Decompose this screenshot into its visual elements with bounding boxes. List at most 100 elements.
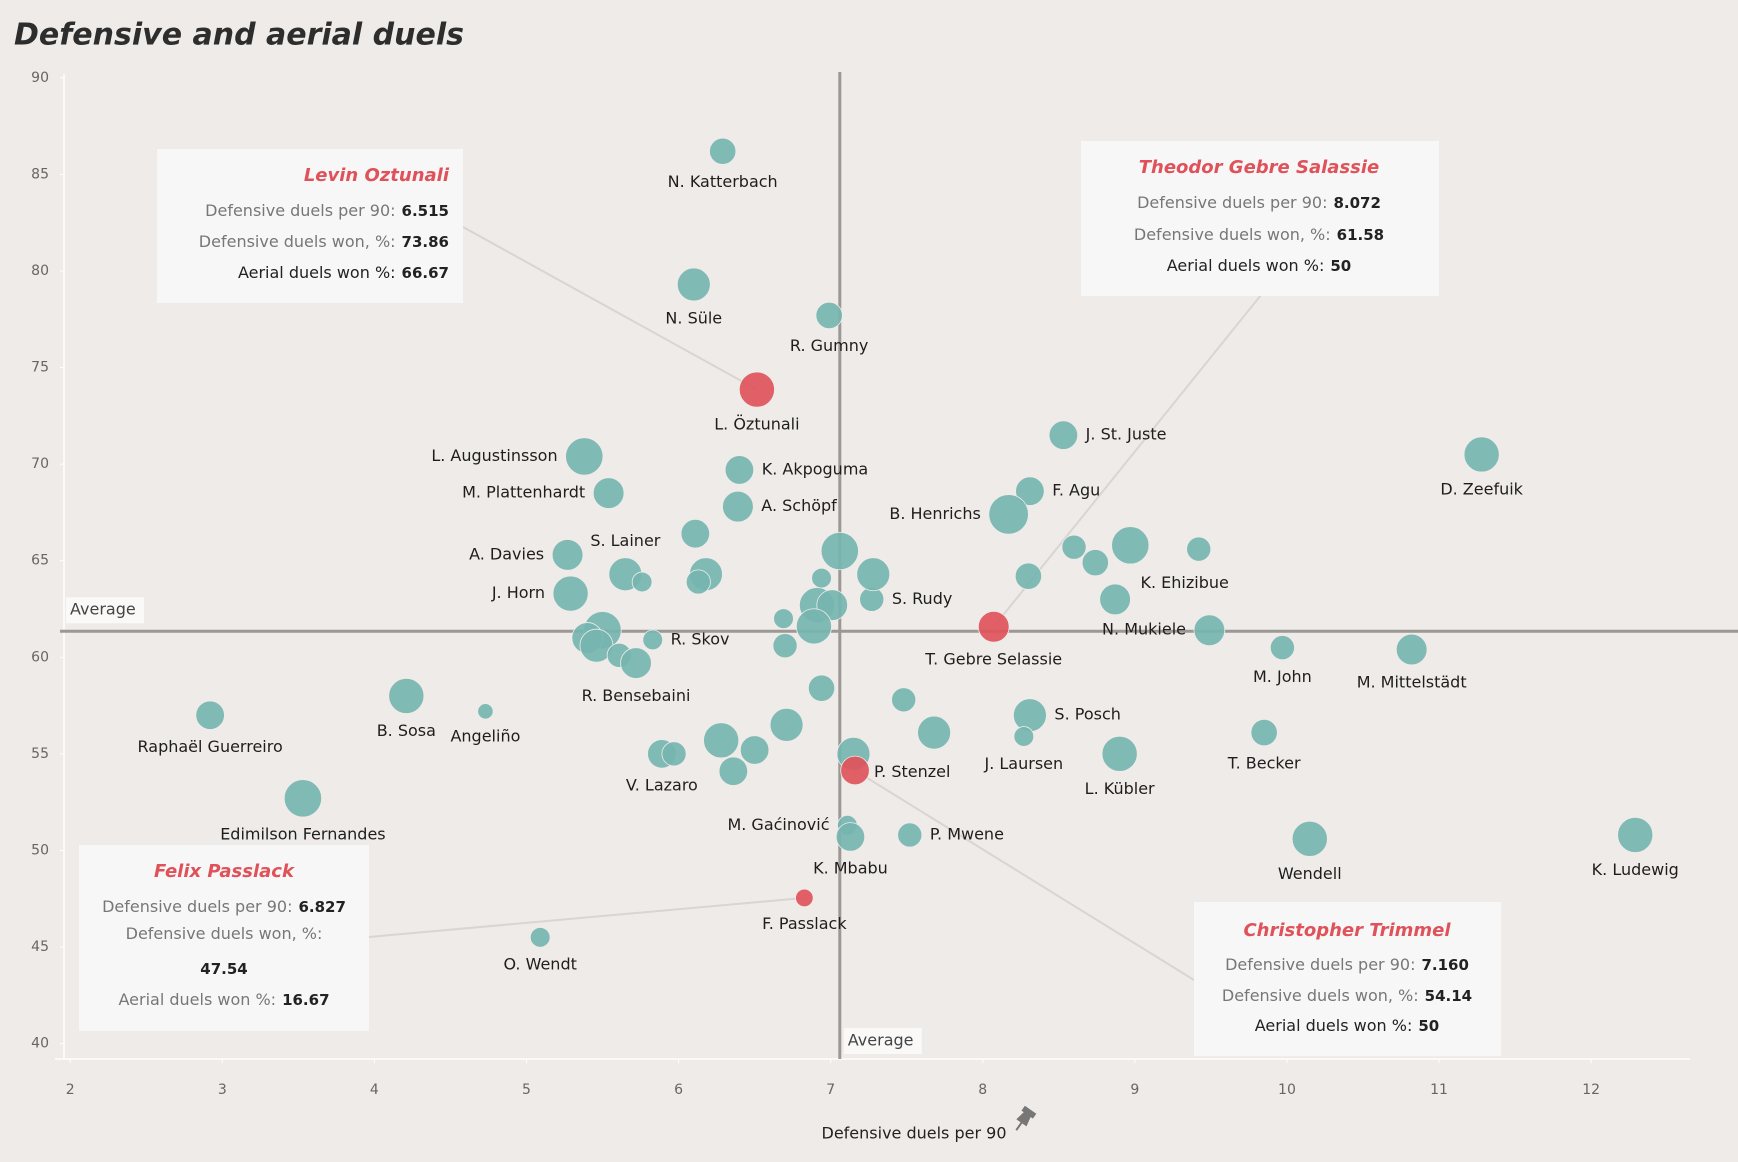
point-label: J. Horn [491, 583, 545, 602]
point [1193, 614, 1226, 647]
connector-line [462, 226, 758, 391]
point [529, 927, 551, 948]
annotation-box [157, 149, 463, 303]
point [891, 687, 917, 713]
point [709, 137, 737, 165]
point [1015, 476, 1045, 506]
x-tick-label: 6 [674, 1082, 683, 1098]
point [1463, 436, 1500, 473]
point [739, 735, 770, 765]
point [552, 575, 589, 612]
point-label: F. Agu [1052, 481, 1100, 500]
point [1250, 718, 1278, 747]
point [1048, 420, 1079, 450]
annotation-row: Defensive duels won, %: [126, 924, 323, 943]
annotation-row-value: 7.160 [1421, 956, 1468, 974]
x-tick-label: 3 [218, 1082, 227, 1098]
point-label: J. Laursen [984, 754, 1064, 773]
annotation-row: Defensive duels won, %: 61.58 [1134, 225, 1384, 244]
point-label: N. Süle [665, 309, 722, 328]
point-label: K. Ludewig [1592, 860, 1679, 879]
annotation-row-value: 8.072 [1333, 194, 1380, 212]
point-label: T. Becker [1227, 753, 1301, 772]
point [565, 437, 604, 476]
average-label: Average [848, 1031, 914, 1050]
point [835, 822, 866, 852]
point [631, 571, 653, 593]
point [897, 822, 923, 848]
annotation-row-value: 47.54 [200, 960, 247, 978]
annotation-row-label: Defensive duels won, %: [199, 232, 396, 251]
annotation-row-value: 50 [1418, 1017, 1439, 1035]
point-label: S. Rudy [892, 589, 953, 608]
connector-line [368, 896, 805, 938]
connector-line [854, 769, 1195, 981]
point-label: M. Mittelstädt [1357, 672, 1467, 691]
point-label: K. Ehizibue [1140, 573, 1228, 592]
point-label: Raphaël Guerreiro [138, 737, 283, 756]
x-tick-label: 9 [1130, 1082, 1139, 1098]
point [795, 608, 832, 645]
point-label: M. John [1253, 667, 1312, 686]
y-tick-label: 75 [31, 360, 49, 376]
y-tick-label: 70 [31, 456, 49, 472]
point-label: K. Akpoguma [762, 459, 869, 478]
point [1269, 635, 1295, 661]
point [724, 455, 755, 485]
point [773, 608, 794, 629]
point-label: P. Stenzel [874, 762, 950, 781]
annotation-row: 47.54 [200, 960, 247, 978]
y-tick-label: 40 [31, 1036, 49, 1052]
annotation-row-label: Aerial duels won %: [238, 263, 396, 282]
point [283, 779, 323, 818]
point [795, 888, 814, 908]
point-label: M. Plattenhardt [462, 483, 585, 502]
point [1013, 726, 1035, 747]
point [1111, 526, 1150, 565]
point-label: L. Öztunali [714, 415, 799, 434]
point-label: N. Katterbach [668, 172, 778, 191]
point [1101, 735, 1138, 772]
point-label: L. Augustinsson [431, 446, 557, 465]
point-label: P. Mwene [930, 824, 1004, 843]
point [685, 569, 711, 595]
point [718, 756, 749, 786]
point [680, 518, 711, 549]
x-tick-label: 11 [1430, 1082, 1448, 1098]
annotation-row-value: 73.86 [402, 233, 449, 251]
point [820, 531, 859, 571]
annotation-box [1081, 141, 1439, 296]
point-label: R. Skov [671, 629, 730, 648]
point [195, 700, 225, 730]
annotation-title: Theodor Gebre Salassie [1139, 157, 1380, 178]
x-tick-label: 5 [522, 1082, 531, 1098]
point [769, 707, 804, 742]
x-tick-label: 8 [978, 1082, 987, 1098]
point-label: D. Zeefuik [1440, 480, 1523, 499]
point [551, 539, 584, 571]
point-label: B. Sosa [377, 721, 436, 740]
point [1395, 633, 1428, 666]
annotation-row: Aerial duels won %: 66.67 [238, 263, 449, 282]
annotation-box [1194, 902, 1501, 1056]
point [1014, 562, 1042, 590]
annotation-row: Defensive duels won, %: 73.86 [199, 232, 449, 251]
point [1617, 816, 1654, 853]
average-label-box [66, 597, 144, 624]
point [1013, 698, 1047, 733]
annotation-row: Defensive duels per 90: 6.515 [205, 201, 449, 220]
point [1061, 534, 1087, 560]
point [642, 629, 664, 651]
point [738, 371, 775, 408]
point [620, 647, 652, 679]
x-tick-label: 12 [1582, 1082, 1600, 1098]
annotation-row-label: Defensive duels per 90: [1225, 955, 1415, 974]
point [1099, 583, 1131, 616]
x-tick-label: 7 [826, 1082, 835, 1098]
y-tick-label: 50 [31, 842, 49, 858]
y-tick-label: 85 [31, 166, 49, 182]
annotation-row-label: Defensive duels per 90: [102, 897, 292, 916]
point-label: T. Gebre Selassie [924, 650, 1062, 669]
y-tick-label: 55 [31, 746, 49, 762]
